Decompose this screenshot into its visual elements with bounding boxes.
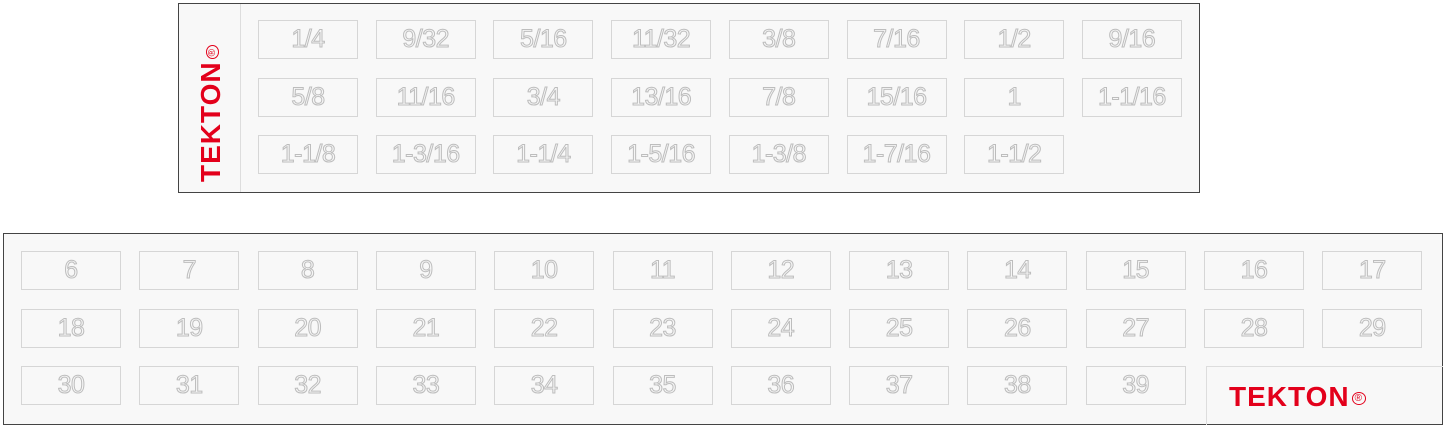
socket-slot: 1-1/16 (1081, 77, 1182, 117)
socket-slot: 15 (1085, 251, 1186, 290)
socket-slot: 13/16 (611, 77, 712, 117)
tekton-logo-vertical: TEKTON® (195, 45, 227, 182)
tekton-logo-horizontal: TEKTON ® (1229, 381, 1366, 413)
socket-slot: 7/16 (846, 20, 947, 59)
socket-slot: 1-1/4 (493, 135, 594, 174)
socket-slot: 6 (21, 251, 121, 290)
socket-slot: 25 (849, 308, 950, 348)
socket-slot: 33 (375, 366, 476, 405)
socket-slot: 1-3/8 (728, 135, 829, 174)
socket-slot: 31 (139, 366, 240, 405)
socket-slot: 29 (1322, 308, 1423, 348)
socket-slot: 17 (1322, 251, 1423, 290)
socket-slot: 14 (967, 251, 1068, 290)
socket-slot: 28 (1204, 308, 1304, 348)
socket-slot: 22 (494, 308, 595, 348)
socket-slot: 5/16 (493, 20, 594, 59)
socket-slot: 18 (21, 308, 121, 348)
socket-slot: 16 (1204, 251, 1304, 290)
socket-slot: 1/2 (964, 20, 1065, 59)
socket-slot: 1-3/16 (375, 135, 476, 174)
socket-slot: 13 (849, 251, 950, 290)
socket-slot: 9/16 (1081, 20, 1182, 59)
socket-slot: 36 (730, 366, 831, 405)
socket-slot: 21 (375, 308, 476, 348)
socket-slot: 24 (730, 308, 831, 348)
socket-slot: 12 (730, 251, 831, 290)
socket-slot: 8 (257, 251, 358, 290)
socket-slot: 10 (494, 251, 595, 290)
socket-slot: 1 (964, 77, 1065, 117)
socket-slot: 1-5/16 (611, 135, 712, 174)
socket-slot: 34 (494, 366, 595, 405)
socket-slot: 3/4 (493, 77, 594, 117)
socket-slot: 19 (139, 308, 240, 348)
tray-divider (240, 4, 241, 192)
socket-slot: 1/4 (258, 20, 358, 59)
socket-slot: 15/16 (846, 77, 947, 117)
socket-slot: 1-1/8 (258, 135, 358, 174)
socket-slot: 7 (139, 251, 240, 290)
socket-slot: 9 (375, 251, 476, 290)
socket-slot: 1-1/2 (964, 135, 1065, 174)
socket-slot: 11 (612, 251, 713, 290)
socket-slot: 11/16 (375, 77, 476, 117)
socket-slot: 27 (1085, 308, 1186, 348)
socket-slot: 11/32 (611, 20, 712, 59)
sae-socket-tray: TEKTON® 1/4 9/32 5/16 11/32 3/8 7/16 1/2 9/16 5/… (178, 3, 1200, 193)
socket-slot: 3/8 (728, 20, 829, 59)
socket-slot: 20 (257, 308, 358, 348)
socket-slot: 30 (21, 366, 121, 405)
metric-socket-tray: TEKTON ® 6 7 8 9 10 11 12 13 14 15 16 17 18 19 20 21 22 23… (3, 233, 1443, 425)
socket-slot: 37 (849, 366, 950, 405)
socket-slot: 5/8 (258, 77, 358, 117)
socket-slot: 23 (612, 308, 713, 348)
socket-slot: 26 (967, 308, 1068, 348)
socket-slot: 32 (257, 366, 358, 405)
socket-slot: 9/32 (375, 20, 476, 59)
socket-slot: 39 (1085, 366, 1186, 405)
socket-slot: 35 (612, 366, 713, 405)
logo-panel: TEKTON ® (1206, 366, 1443, 425)
socket-slot: 7/8 (728, 77, 829, 117)
socket-slot: 38 (967, 366, 1068, 405)
socket-slot: 1-7/16 (846, 135, 947, 174)
